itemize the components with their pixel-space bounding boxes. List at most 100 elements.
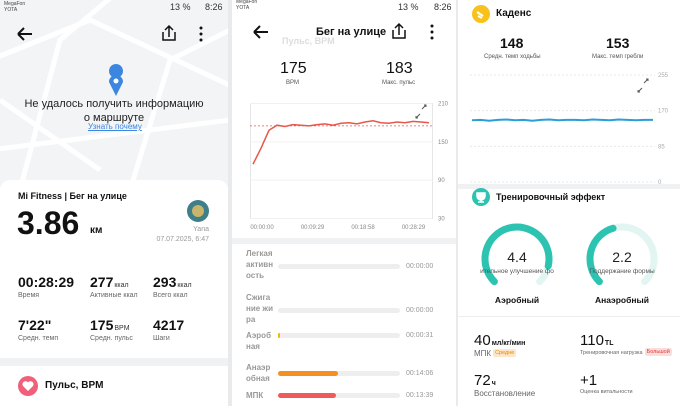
zone-time: 00:00:31 xyxy=(406,332,434,339)
x-tick-label: 00:00:00 xyxy=(250,225,274,231)
avatar xyxy=(187,200,209,222)
gauge-value: 4.4 xyxy=(507,249,527,265)
metric-label-row: МПК Средне xyxy=(474,349,517,358)
route-message: Не удалось получить информацию о маршрут… xyxy=(24,98,204,124)
metric-label-row: Оценка витальности xyxy=(580,389,633,396)
section-title: Пульс, BPM xyxy=(45,380,104,391)
zone-track xyxy=(278,393,400,398)
zone-name: Аэробная xyxy=(246,331,272,351)
clock: 8:26 xyxy=(205,2,223,12)
gauge-caption: ительное улучшение фо xyxy=(480,268,554,275)
battery: 13 % xyxy=(398,2,419,12)
more-button[interactable] xyxy=(430,24,434,40)
x-tick-label: 00:18:58 xyxy=(351,225,375,231)
zone-name: Легкая активность xyxy=(246,249,274,280)
summary-screen: MegaFon YOTA 13 % 8:26 Не удалось получи… xyxy=(0,0,228,406)
metric-badge: Большой xyxy=(644,348,672,356)
y-tick-label: 85 xyxy=(658,144,665,150)
metric-unit: мл/кг/мин xyxy=(491,340,526,347)
stat-number: 7'22" xyxy=(18,317,52,333)
stat-label: Средн. темп xyxy=(18,335,59,342)
gauge-label: Анаэробный xyxy=(595,295,649,305)
metric-label-row: Тренировочная нагрузка Большой xyxy=(580,348,672,357)
gauge-value: 2.2 xyxy=(612,249,632,265)
section-title: Тренировочный эффект xyxy=(496,192,606,202)
metric-number: 110 xyxy=(580,332,604,349)
more-button[interactable] xyxy=(199,26,203,42)
gauge-fill xyxy=(586,224,617,286)
zone-time: 00:14:06 xyxy=(406,370,434,377)
stat-label: Всего ккал xyxy=(153,292,188,299)
back-button[interactable] xyxy=(253,25,268,39)
expand-button[interactable] xyxy=(415,104,427,119)
heart-rate-chart: 210 150 90 30 00:00:00 00:09:29 00:18:58 00:28:… xyxy=(250,102,449,231)
y-tick-label: 150 xyxy=(438,140,449,146)
cadence-icon xyxy=(472,5,490,23)
stat-number: 175 xyxy=(90,317,114,333)
stat-number: 00:28:29 xyxy=(18,274,75,290)
section-title: Каденс xyxy=(496,8,532,19)
cadence-chart: 255 170 85 0 xyxy=(470,73,669,186)
carrier: MegaFon xyxy=(4,1,26,7)
stat-label: Средн. пульс xyxy=(90,335,133,342)
y-tick-label: 0 xyxy=(658,180,662,186)
zone-track xyxy=(278,308,400,313)
metric-unit: ч xyxy=(491,380,496,387)
avg-label: Средн. темп ходьбы xyxy=(484,54,541,60)
battery: 13 % xyxy=(170,2,191,12)
carrier: YOTA xyxy=(4,7,18,13)
y-tick-label: 30 xyxy=(438,217,445,223)
zone-track xyxy=(278,371,400,376)
plot-frame xyxy=(250,103,433,219)
y-tick-label: 255 xyxy=(658,73,669,79)
clock: 8:26 xyxy=(434,2,452,12)
metric-number: +1 xyxy=(580,372,598,389)
heart-rate-line xyxy=(252,120,430,165)
workout-title: Mi Fitness | Бег на улице xyxy=(18,191,127,201)
zone-name: Сжигание жира xyxy=(246,293,274,324)
separator xyxy=(458,316,680,317)
expand-button[interactable] xyxy=(637,78,649,93)
carrier: YOTA xyxy=(236,5,250,11)
stat-number: 4217 xyxy=(153,317,185,333)
zone-time: 00:00:00 xyxy=(406,307,434,314)
gauge-caption: Поддержание формы xyxy=(589,268,655,275)
max-label: Макс. пульс xyxy=(382,80,416,86)
y-tick-label: 210 xyxy=(438,102,449,108)
stat-number: 293 xyxy=(153,274,177,290)
zone-name: МПК xyxy=(246,391,264,400)
share-button[interactable] xyxy=(162,24,176,41)
back-button[interactable] xyxy=(17,27,32,41)
stat-value: 4217 xyxy=(153,318,184,332)
zone-name: Анаэробная xyxy=(246,363,271,383)
route-link[interactable]: Узнать почему xyxy=(88,122,142,131)
y-tick-label: 170 xyxy=(658,109,669,115)
metric-value: 110TL xyxy=(580,333,613,348)
user-name: Yana xyxy=(193,226,209,233)
stat-value: 277ккал xyxy=(90,275,129,289)
separator xyxy=(458,184,680,189)
metric-value: +1 xyxy=(580,373,597,388)
cadence-line xyxy=(471,118,653,122)
toolbar-icons xyxy=(17,24,203,42)
effect-icon xyxy=(472,188,490,206)
x-tick-label: 00:09:29 xyxy=(301,225,325,231)
stat-label: Активные ккал xyxy=(90,292,138,299)
zone-bar xyxy=(278,333,281,338)
metric-badge: Средне xyxy=(493,349,517,358)
map-background xyxy=(0,0,228,190)
stat-unit: ккал xyxy=(114,282,129,289)
heart-icon xyxy=(18,376,38,396)
zone-track xyxy=(278,264,400,269)
effect-gauges: 4.4 ительное улучшение фо Аэробный 2.2 Подде… xyxy=(480,223,658,305)
stat-value: 293ккал xyxy=(153,275,192,289)
share-button[interactable] xyxy=(392,22,406,39)
metric-label: МПК xyxy=(474,349,492,358)
separator xyxy=(232,238,456,244)
toolbar-icons xyxy=(253,22,434,40)
metric-unit: TL xyxy=(604,340,614,347)
avg-label: BPM xyxy=(286,80,300,86)
stat-number: 277 xyxy=(90,274,114,290)
heart-rate-screen: MegaFon YOTA 13 % 8:26 Пульс, BPM Бег на… xyxy=(232,0,456,406)
metric-label: Оценка витальности xyxy=(580,389,633,395)
